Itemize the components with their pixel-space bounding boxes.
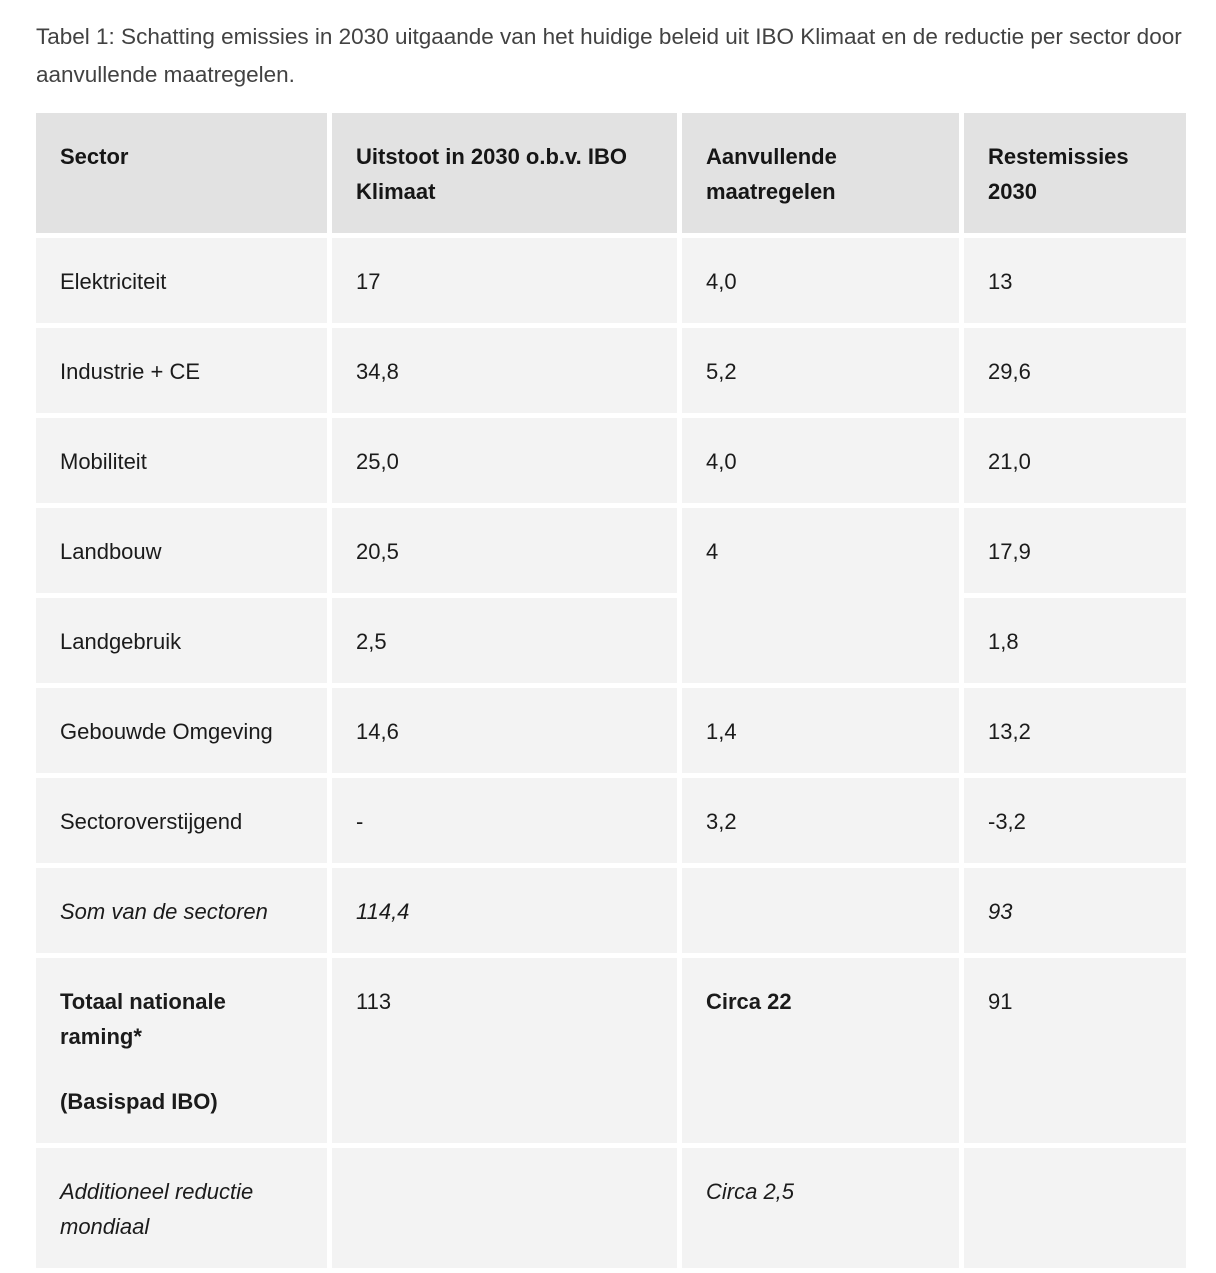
table-row-industrie: Industrie + CE 34,8 5,2 29,6 <box>36 328 1186 413</box>
emissions-table: Sector Uitstoot in 2030 o.b.v. IBO Klima… <box>31 108 1191 1273</box>
table-row-additioneel-mondiaal: Additioneel reductie mondiaal Circa 2,5 <box>36 1148 1186 1268</box>
cell-restemissies: 21,0 <box>964 418 1186 503</box>
column-header-maatregelen: Aanvullende maatregelen <box>682 113 959 233</box>
table-row-landbouw: Landbouw 20,5 4 17,9 <box>36 508 1186 683</box>
table-row-mobiliteit: Mobiliteit 25,0 4,0 21,0 <box>36 418 1186 503</box>
cell-sector: Sectoroverstijgend <box>36 778 327 863</box>
cell-uitstoot: - <box>332 778 677 863</box>
cell-sector: Landgebruik <box>36 598 327 683</box>
cell-maatregelen: Circa 22 <box>682 958 959 1143</box>
table-row-elektriciteit: Elektriciteit 17 4,0 13 <box>36 238 1186 323</box>
cell-maatregelen: 4,0 <box>682 418 959 503</box>
cell-sector: Additioneel reductie mondiaal <box>36 1148 327 1268</box>
column-header-uitstoot: Uitstoot in 2030 o.b.v. IBO Klimaat <box>332 113 677 233</box>
table-header: Sector Uitstoot in 2030 o.b.v. IBO Klima… <box>36 113 1186 233</box>
cell-restemissies: -3,2 <box>964 778 1186 863</box>
cell-uitstoot: 20,5 <box>332 508 677 593</box>
header-row: Sector Uitstoot in 2030 o.b.v. IBO Klima… <box>36 113 1186 233</box>
cell-maatregelen: Circa 2,5 <box>682 1148 959 1268</box>
table-row-landgebruik: Landgebruik 2,5 1,8 <box>36 598 1186 683</box>
column-header-restemissies: Restemissies 2030 <box>964 113 1186 233</box>
table-caption: Tabel 1: Schatting emissies in 2030 uitg… <box>36 24 1182 87</box>
cell-maatregelen <box>682 868 959 953</box>
column-header-sector: Sector <box>36 113 327 233</box>
cell-uitstoot: 34,8 <box>332 328 677 413</box>
table-row-sectoroverstijgend: Sectoroverstijgend - 3,2 -3,2 <box>36 778 1186 863</box>
cell-restemissies: 13 <box>964 238 1186 323</box>
totaal-label-sub: (Basispad IBO) <box>60 1089 218 1114</box>
cell-maatregelen: 3,2 <box>682 778 959 863</box>
cell-maatregelen: 1,4 <box>682 688 959 773</box>
cell-maatregelen-merged: 4 <box>682 508 959 683</box>
cell-uitstoot: 14,6 <box>332 688 677 773</box>
cell-maatregelen: 4,0 <box>682 238 959 323</box>
cell-sector: Totaal nationale raming* (Basispad IBO) <box>36 958 327 1143</box>
cell-uitstoot: 114,4 <box>332 868 677 953</box>
table-row-gebouwde-omgeving: Gebouwde Omgeving 14,6 1,4 13,2 <box>36 688 1186 773</box>
cell-uitstoot: 2,5 <box>332 598 677 683</box>
cell-uitstoot: 113 <box>332 958 677 1143</box>
cell-uitstoot: 17 <box>332 238 677 323</box>
cell-sector: Mobiliteit <box>36 418 327 503</box>
cell-uitstoot <box>332 1148 677 1268</box>
cell-restemissies: 17,9 <box>964 508 1186 593</box>
table-row-som-sectoren: Som van de sectoren 114,4 93 <box>36 868 1186 953</box>
cell-restemissies: 1,8 <box>964 598 1186 683</box>
cell-restemissies: 91 <box>964 958 1186 1143</box>
table-row-totaal-nationale-raming: Totaal nationale raming* (Basispad IBO) … <box>36 958 1186 1143</box>
cell-uitstoot: 25,0 <box>332 418 677 503</box>
cell-restemissies: 13,2 <box>964 688 1186 773</box>
cell-sector: Elektriciteit <box>36 238 327 323</box>
cell-sector: Landbouw <box>36 508 327 593</box>
cell-restemissies: 93 <box>964 868 1186 953</box>
totaal-label-main: Totaal nationale raming* <box>60 989 226 1049</box>
cell-sector: Gebouwde Omgeving <box>36 688 327 773</box>
cell-restemissies <box>964 1148 1186 1268</box>
cell-restemissies: 29,6 <box>964 328 1186 413</box>
cell-maatregelen: 5,2 <box>682 328 959 413</box>
cell-sector: Industrie + CE <box>36 328 327 413</box>
cell-sector: Som van de sectoren <box>36 868 327 953</box>
